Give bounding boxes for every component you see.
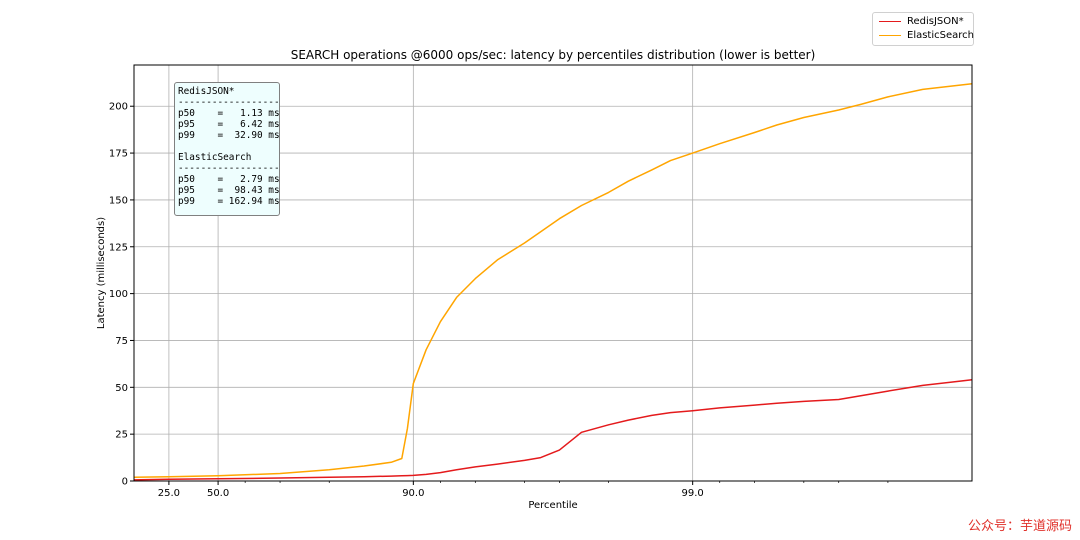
legend-item-redisjson: RedisJSON* xyxy=(879,15,964,29)
stats-redis-p95: p95 = 6.42 ms xyxy=(178,119,280,130)
legend-swatch-elasticsearch xyxy=(879,34,901,36)
y-axis-label: Latency (milliseconds) xyxy=(96,217,107,329)
y-tick-label: 0 xyxy=(122,477,128,488)
x-tick-label: 50.0 xyxy=(207,488,229,499)
y-tick-label: 200 xyxy=(109,102,128,113)
x-tick-label: 99.0 xyxy=(682,488,704,499)
y-tick-label: 75 xyxy=(115,336,128,347)
y-tick-label: 175 xyxy=(109,149,128,160)
plot-frame xyxy=(133,64,973,482)
legend: RedisJSON* ElasticSearch xyxy=(872,12,974,46)
stats-redis-header: RedisJSON* xyxy=(178,86,235,97)
y-tick-label: 50 xyxy=(115,383,128,394)
y-tick-label: 125 xyxy=(109,242,128,253)
stats-es-p50: p50 = 2.79 ms xyxy=(178,174,280,185)
y-tick-label: 150 xyxy=(109,195,128,206)
x-axis-ticks: 25.0 50.0 90.0 99.0 xyxy=(158,481,889,499)
chart-title: SEARCH operations @6000 ops/sec: latency… xyxy=(291,48,816,62)
x-tick-label: 25.0 xyxy=(158,488,180,499)
legend-label-elasticsearch: ElasticSearch xyxy=(907,30,974,41)
stats-es-header: ElasticSearch xyxy=(178,152,252,163)
x-axis-label: Percentile xyxy=(528,500,577,511)
legend-item-elasticsearch: ElasticSearch xyxy=(879,29,974,43)
stats-es-separator: ------------------ xyxy=(178,163,280,174)
watermark-text: 公众号：芋道源码 xyxy=(967,519,1072,534)
stats-redis-separator: ------------------ xyxy=(178,97,280,108)
y-axis-ticks: 0 25 50 75 100 125 150 175 200 xyxy=(109,102,134,488)
series-lines xyxy=(133,82,973,481)
series-line-elasticsearch xyxy=(133,82,973,479)
series-line-redisjson xyxy=(133,379,973,481)
legend-label-redisjson: RedisJSON* xyxy=(907,16,964,27)
stats-es-p95: p95 = 98.43 ms xyxy=(178,185,280,196)
y-tick-label: 100 xyxy=(109,289,128,300)
percentile-stats-box: RedisJSON* ------------------ p50 = 1.13 m… xyxy=(174,82,280,216)
y-tick-label: 25 xyxy=(115,430,128,441)
stats-es-p99: p99 = 162.94 ms xyxy=(178,196,280,207)
legend-swatch-redisjson xyxy=(879,20,901,22)
x-tick-label: 90.0 xyxy=(402,488,424,499)
stats-redis-p50: p50 = 1.13 ms xyxy=(178,108,280,119)
stats-redis-p99: p99 = 32.90 ms xyxy=(178,130,280,141)
